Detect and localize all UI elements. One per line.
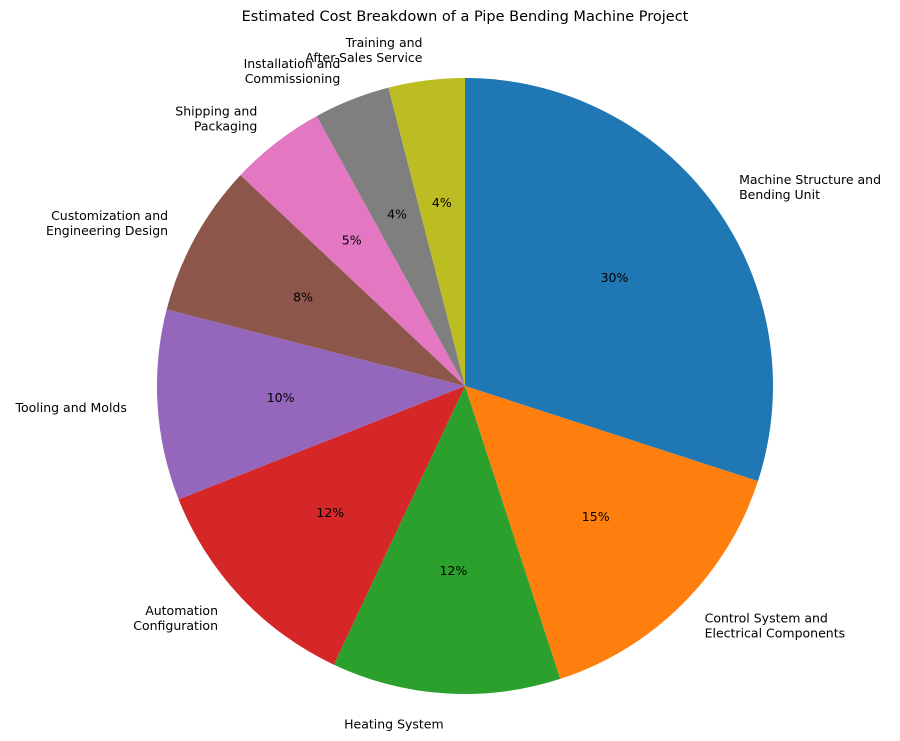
slice-percent-label: 30% [601,270,629,285]
slice-percent-label: 10% [267,390,295,405]
slice-category-label: Tooling and Molds [14,400,126,415]
slice-percent-label: 4% [432,195,452,210]
slice-percent-label: 12% [440,563,468,578]
slice-percent-label: 4% [387,207,407,222]
slice-category-label: Training and After-Sales Service [305,35,422,65]
slice-category-label: Heating System [344,717,444,732]
pie-slice [465,386,758,679]
slice-category-label: Customization and Engineering Design [46,208,168,238]
pie-slices [157,78,774,695]
slice-category-label: Installation and Commissioning [244,56,341,86]
pie-slice [388,78,465,386]
slice-category-label: Automation Configuration [133,603,218,633]
slice-percent-label: 5% [342,233,362,248]
slice-category-label: Shipping and Packaging [175,103,257,133]
pie-slice [166,175,465,386]
slice-percent-label: 8% [293,290,313,305]
slice-percent-label: 15% [582,509,610,524]
pie-slice [240,116,465,386]
slice-category-label: Control System and Electrical Components [705,611,846,641]
pie-slice [316,87,465,387]
category-labels: Machine Structure and Bending Unit Control… [14,35,881,732]
pie-slice [465,78,774,482]
pie-slice [333,386,561,695]
slice-percent-label: 12% [316,505,344,520]
pie-slice [157,309,466,500]
chart-title: Estimated Cost Breakdown of a Pipe Bendi… [242,9,689,25]
percent-labels: 30% 15% 12% 12% 10% 8% 5% 4% 4% [267,195,629,578]
pie-slice [178,386,465,665]
slice-category-label: Machine Structure and Bending Unit [739,172,881,202]
